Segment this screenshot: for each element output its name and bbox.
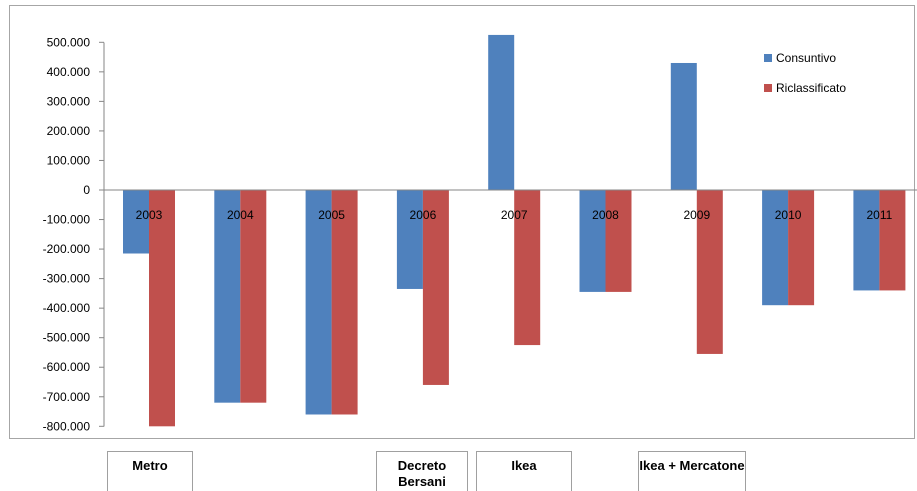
bar-riclassificato-2003 (149, 190, 175, 427)
bar-riclassificato-2004 (240, 190, 267, 403)
note-box-metro: Metro (107, 451, 193, 491)
bar-consuntivo-2010 (762, 190, 789, 306)
bar-riclassificato-2009 (696, 190, 723, 354)
y-tick-label: 100.000 (47, 153, 91, 167)
bar-riclassificato-2010 (788, 190, 815, 306)
y-tick-label: 0 (83, 183, 90, 197)
y-tick-label: 500.000 (47, 35, 91, 49)
bar-consuntivo-2003 (123, 190, 149, 254)
bar-consuntivo-2005 (305, 190, 332, 415)
x-tick-label: 2010 (775, 208, 802, 222)
y-tick-label: -100.000 (43, 213, 91, 227)
note-box-ikea: Ikea (476, 451, 572, 491)
y-tick-label: -200.000 (43, 242, 91, 256)
y-tick-label: -400.000 (43, 301, 91, 315)
note-label-ikea: Ikea (511, 458, 537, 473)
bar-consuntivo-2011 (853, 190, 880, 291)
y-tick-label: -700.000 (43, 390, 91, 404)
legend-swatch-riclassificato (764, 84, 772, 92)
bar-consuntivo-2009 (670, 62, 697, 190)
x-tick-label: 2005 (318, 208, 345, 222)
y-tick-label: 400.000 (47, 65, 91, 79)
x-tick-label: 2011 (866, 208, 892, 222)
bar-riclassificato-2011 (879, 190, 906, 291)
note-label-ikea-mercatone: Ikea + Mercatone (639, 458, 745, 473)
bar-consuntivo-2006 (396, 190, 423, 289)
legend-label-riclassificato: Riclassificato (776, 81, 846, 95)
y-tick-label: 200.000 (47, 124, 91, 138)
bar-consuntivo-2004 (214, 190, 241, 403)
note-label-metro: Metro (132, 458, 168, 473)
y-tick-label: -500.000 (43, 331, 91, 345)
y-tick-label: -600.000 (43, 360, 91, 374)
bar-consuntivo-2007 (488, 34, 515, 190)
bar-riclassificato-2007 (514, 190, 541, 346)
x-tick-label: 2009 (683, 208, 710, 222)
note-label-decreto-bersani: Decreto Bersani (397, 458, 447, 489)
bar-riclassificato-2005 (331, 190, 358, 415)
note-box-ikea-mercatone: Ikea + Mercatone (638, 451, 746, 491)
bar-consuntivo-2008 (579, 190, 606, 292)
note-box-decreto-bersani: Decreto Bersani (376, 451, 468, 491)
x-tick-label: 2003 (136, 208, 163, 222)
y-tick-label: 300.000 (47, 94, 91, 108)
x-tick-label: 2008 (592, 208, 619, 222)
x-tick-label: 2007 (501, 208, 528, 222)
bar-riclassificato-2008 (605, 190, 632, 292)
legend-swatch-consuntivo (764, 54, 772, 62)
y-tick-label: -300.000 (43, 272, 91, 286)
legend-label-consuntivo: Consuntivo (776, 51, 836, 65)
y-tick-label: -800.000 (43, 419, 91, 433)
bar-riclassificato-2006 (422, 190, 449, 385)
x-tick-label: 2004 (227, 208, 254, 222)
x-tick-label: 2006 (410, 208, 437, 222)
